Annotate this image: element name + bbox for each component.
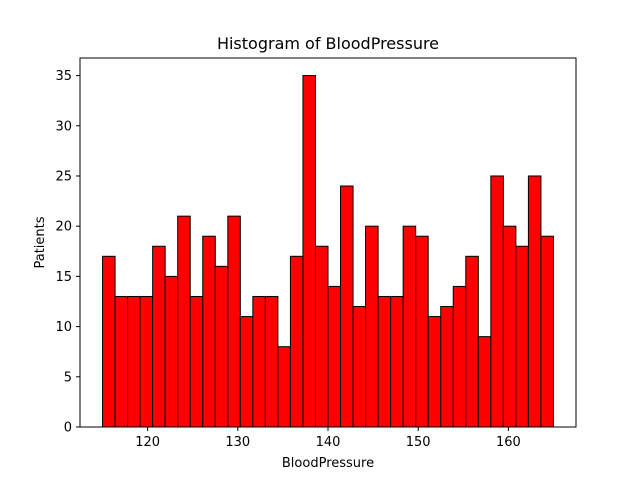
histogram-bar bbox=[477, 336, 492, 428]
histogram-bar bbox=[189, 295, 204, 428]
histogram-bar bbox=[152, 245, 166, 428]
histogram-bar bbox=[402, 225, 417, 428]
histogram-bar bbox=[452, 285, 467, 428]
histogram-bar bbox=[377, 295, 392, 428]
histogram-bar bbox=[352, 306, 367, 428]
x-axis-label: BloodPressure bbox=[282, 456, 374, 471]
histogram-bar bbox=[177, 215, 191, 428]
histogram-bar bbox=[327, 285, 342, 428]
histogram-bar bbox=[340, 185, 354, 428]
histogram-bar bbox=[302, 75, 316, 428]
histogram-bar bbox=[252, 295, 266, 428]
bars-group bbox=[102, 75, 554, 428]
x-axis-ticks: 120 130 140 150 160 bbox=[135, 427, 521, 450]
y-tick-label: 0 bbox=[64, 421, 72, 436]
histogram-bar bbox=[440, 306, 454, 428]
chart-title: Histogram of BloodPressure bbox=[217, 34, 439, 53]
histogram-bar bbox=[289, 255, 304, 428]
x-tick-label: 150 bbox=[406, 435, 431, 450]
histogram-bar bbox=[365, 225, 379, 428]
histogram-bar bbox=[390, 295, 404, 428]
histogram-bar bbox=[427, 316, 442, 428]
y-tick-label: 15 bbox=[55, 270, 72, 285]
histogram-bar bbox=[139, 295, 154, 428]
x-tick-label: 160 bbox=[496, 435, 521, 450]
y-tick-label: 25 bbox=[55, 169, 72, 184]
histogram-bar bbox=[127, 295, 141, 428]
histogram-bar bbox=[164, 275, 179, 428]
y-tick-label: 20 bbox=[55, 220, 72, 235]
histogram-bar bbox=[277, 346, 291, 428]
histogram-bar bbox=[527, 175, 542, 428]
y-tick-label: 5 bbox=[64, 370, 72, 385]
y-tick-label: 10 bbox=[55, 320, 72, 335]
histogram-bar bbox=[102, 255, 116, 428]
histogram-bar bbox=[540, 235, 554, 428]
histogram-bar bbox=[227, 215, 241, 428]
histogram-bar bbox=[415, 235, 429, 428]
histogram-bar bbox=[202, 235, 216, 428]
y-axis-ticks: 0 5 10 15 20 25 30 35 bbox=[55, 69, 80, 436]
x-tick-label: 140 bbox=[316, 435, 341, 450]
histogram-bar bbox=[114, 295, 129, 428]
plot-frame bbox=[79, 57, 577, 428]
y-axis-label: Patients bbox=[33, 216, 48, 268]
y-tick-label: 30 bbox=[55, 119, 72, 134]
histogram-bar bbox=[515, 245, 529, 428]
x-tick-label: 120 bbox=[135, 435, 160, 450]
histogram-bar bbox=[214, 265, 229, 428]
y-tick-label: 35 bbox=[55, 69, 72, 84]
histogram-bar bbox=[465, 255, 479, 428]
histogram-bar bbox=[264, 295, 279, 428]
histogram-bar bbox=[239, 316, 254, 428]
histogram-bar bbox=[490, 175, 504, 428]
x-tick-label: 130 bbox=[225, 435, 250, 450]
histogram-bar bbox=[502, 225, 517, 428]
histogram-bar bbox=[314, 245, 329, 428]
